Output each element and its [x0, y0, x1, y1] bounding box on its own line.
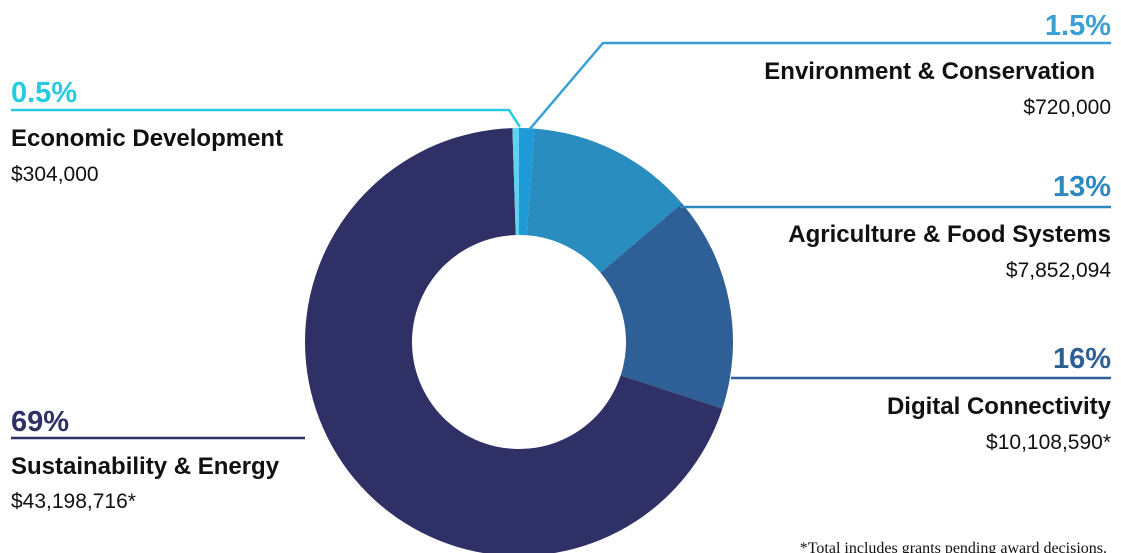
label-digital-connectivity: 16% Digital Connectivity $10,108,590* [887, 343, 1112, 454]
percent-label-sustainability-energy: 69% [11, 406, 69, 438]
category-label-digital-connectivity: Digital Connectivity [887, 393, 1112, 420]
donut-slices [305, 128, 733, 553]
slice-sustainability-energy [305, 128, 723, 553]
percent-label-environment-conservation: 1.5% [1045, 10, 1111, 42]
label-sustainability-energy: 69% Sustainability & Energy $43,198,716* [11, 406, 280, 513]
slice-environment-conservation [519, 128, 535, 236]
label-economic-development: 0.5% Economic Development $304,000 [11, 77, 283, 186]
percent-label-agriculture-food-systems: 13% [1053, 171, 1111, 203]
percent-label-digital-connectivity: 16% [1053, 343, 1111, 375]
label-agriculture-food-systems: 13% Agriculture & Food Systems $7,852,09… [788, 171, 1111, 282]
category-label-environment-conservation: Environment & Conservation [764, 58, 1095, 85]
category-label-sustainability-energy: Sustainability & Energy [11, 453, 280, 480]
leader-lines [11, 41, 1111, 440]
slice-agriculture-food-systems [526, 128, 683, 273]
slice-digital-connectivity [600, 203, 733, 409]
footnote: *Total includes grants pending award dec… [800, 540, 1107, 553]
leader-line-economic-development [11, 108, 522, 128]
slice-economic-development [512, 128, 519, 236]
category-label-agriculture-food-systems: Agriculture & Food Systems [788, 221, 1111, 248]
amount-label-environment-conservation: $720,000 [1023, 96, 1111, 119]
amount-label-sustainability-energy: $43,198,716* [11, 490, 136, 513]
percent-label-economic-development: 0.5% [11, 77, 77, 109]
amount-label-economic-development: $304,000 [11, 163, 99, 186]
label-environment-conservation: 1.5% Environment & Conservation $720,000 [764, 10, 1111, 119]
amount-label-agriculture-food-systems: $7,852,094 [1006, 259, 1111, 282]
category-label-economic-development: Economic Development [11, 125, 283, 152]
leader-line-environment-conservation [528, 41, 1111, 131]
amount-label-digital-connectivity: $10,108,590* [986, 431, 1111, 454]
